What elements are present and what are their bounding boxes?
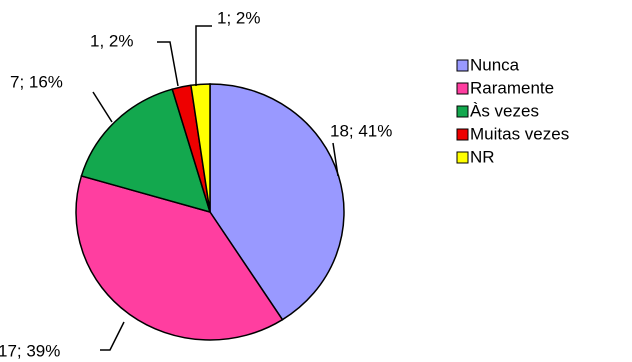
- pie-slice: [190, 83, 211, 213]
- data-label: 1; 2%: [217, 8, 260, 27]
- pie-slice: [75, 175, 284, 341]
- legend-swatch: [456, 105, 469, 118]
- leader-line: [195, 25, 212, 86]
- legend-swatch: [456, 59, 469, 72]
- data-label: 7; 16%: [10, 72, 63, 91]
- legend-swatch: [456, 82, 469, 95]
- leader-line: [157, 41, 179, 87]
- legend-label: Às vezes: [470, 101, 539, 120]
- leader-line: [100, 321, 125, 351]
- leader-line: [332, 142, 339, 177]
- legend-label: Nunca: [470, 55, 520, 74]
- legend-label: Raramente: [470, 78, 554, 97]
- leader-line: [92, 91, 113, 123]
- legend-swatch: [456, 128, 469, 141]
- data-label: 18; 41%: [330, 121, 392, 140]
- legend-label: Muitas vezes: [470, 124, 569, 143]
- data-label: 17; 39%: [0, 341, 60, 360]
- pie-slice: [80, 88, 212, 214]
- legend-swatch: [456, 151, 469, 164]
- legend-label: NR: [470, 147, 495, 166]
- data-label: 1, 2%: [90, 31, 133, 50]
